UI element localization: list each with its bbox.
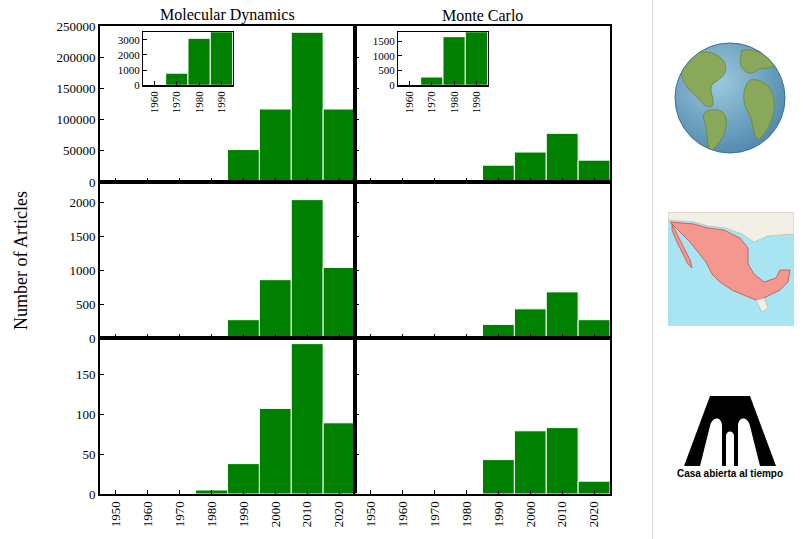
svg-text:2020: 2020 [586, 501, 601, 527]
svg-text:1000: 1000 [373, 50, 396, 62]
svg-text:0: 0 [389, 79, 395, 91]
svg-text:1000: 1000 [69, 263, 95, 278]
svg-text:0: 0 [134, 79, 140, 91]
svg-text:1980: 1980 [193, 91, 205, 114]
svg-text:2020: 2020 [331, 501, 346, 527]
svg-text:100000: 100000 [56, 112, 95, 127]
svg-text:Number of Articles: Number of Articles [11, 191, 31, 330]
svg-text:1990: 1990 [236, 501, 251, 527]
svg-text:1970: 1970 [427, 501, 442, 527]
svg-text:100: 100 [76, 407, 96, 422]
svg-text:1970: 1970 [172, 501, 187, 527]
svg-text:1970: 1970 [170, 91, 182, 114]
svg-text:500: 500 [76, 297, 96, 312]
svg-text:1980: 1980 [459, 501, 474, 527]
svg-text:0: 0 [89, 331, 96, 346]
svg-text:1960: 1960 [403, 91, 415, 114]
svg-text:200000: 200000 [56, 50, 95, 65]
svg-text:1990: 1990 [215, 91, 227, 114]
svg-text:3000: 3000 [118, 34, 141, 46]
svg-text:2000: 2000 [69, 195, 95, 210]
svg-text:150: 150 [76, 367, 96, 382]
svg-text:50000: 50000 [63, 143, 96, 158]
svg-text:2010: 2010 [554, 501, 569, 527]
svg-text:1500: 1500 [69, 229, 95, 244]
svg-text:1980: 1980 [448, 91, 460, 114]
svg-text:2000: 2000 [118, 49, 141, 61]
svg-text:0: 0 [89, 487, 96, 502]
svg-text:1960: 1960 [140, 501, 155, 527]
svg-text:1960: 1960 [148, 91, 160, 114]
svg-text:2010: 2010 [299, 501, 314, 527]
svg-text:50: 50 [82, 447, 95, 462]
svg-text:2000: 2000 [523, 501, 538, 527]
svg-text:1000: 1000 [118, 64, 141, 76]
svg-text:250000: 250000 [56, 19, 95, 34]
svg-text:1500: 1500 [373, 35, 396, 47]
svg-text:150000: 150000 [56, 81, 95, 96]
svg-text:1950: 1950 [108, 501, 123, 527]
svg-text:1970: 1970 [425, 91, 437, 114]
svg-text:1990: 1990 [470, 91, 482, 114]
svg-text:Molecular Dynamics: Molecular Dynamics [160, 6, 295, 24]
svg-text:1980: 1980 [204, 501, 219, 527]
svg-text:1950: 1950 [363, 501, 378, 527]
svg-text:0: 0 [89, 175, 96, 190]
svg-text:1960: 1960 [395, 501, 410, 527]
svg-text:Monte Carlo: Monte Carlo [442, 7, 523, 24]
svg-text:2000: 2000 [268, 501, 283, 527]
svg-text:500: 500 [378, 64, 395, 76]
svg-text:1990: 1990 [491, 501, 506, 527]
html-text:Casa abierta al tiempo: Casa abierta al tiempo [676, 468, 784, 479]
